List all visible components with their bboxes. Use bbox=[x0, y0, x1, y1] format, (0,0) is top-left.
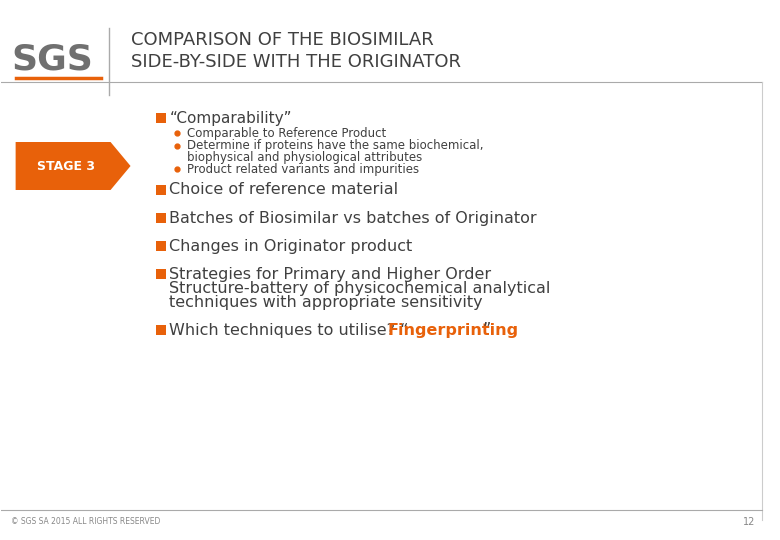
Text: STAGE 3: STAGE 3 bbox=[37, 159, 95, 172]
Text: SGS: SGS bbox=[12, 43, 94, 77]
Text: biophysical and physiological attributes: biophysical and physiological attributes bbox=[187, 151, 423, 164]
Text: Batches of Biosimilar vs batches of Originator: Batches of Biosimilar vs batches of Orig… bbox=[169, 211, 537, 226]
Bar bbox=[155, 213, 165, 223]
Bar bbox=[155, 241, 165, 251]
Text: 12: 12 bbox=[743, 517, 755, 527]
Text: techniques with appropriate sensitivity: techniques with appropriate sensitivity bbox=[169, 294, 483, 309]
Bar bbox=[155, 325, 165, 335]
Text: Product related variants and impurities: Product related variants and impurities bbox=[187, 163, 420, 176]
Text: SIDE-BY-SIDE WITH THE ORIGINATOR: SIDE-BY-SIDE WITH THE ORIGINATOR bbox=[130, 53, 460, 71]
Bar bbox=[155, 113, 165, 123]
Text: Changes in Originator product: Changes in Originator product bbox=[169, 239, 413, 253]
Polygon shape bbox=[16, 142, 130, 190]
Text: Determine if proteins have the same biochemical,: Determine if proteins have the same bioc… bbox=[187, 139, 484, 152]
Bar bbox=[155, 269, 165, 279]
Text: Choice of reference material: Choice of reference material bbox=[169, 183, 399, 198]
Text: COMPARISON OF THE BIOSIMILAR: COMPARISON OF THE BIOSIMILAR bbox=[130, 31, 433, 49]
Text: ”: ” bbox=[482, 322, 491, 338]
Text: Which techniques to utilise? “: Which techniques to utilise? “ bbox=[169, 322, 409, 338]
Text: © SGS SA 2015 ALL RIGHTS RESERVED: © SGS SA 2015 ALL RIGHTS RESERVED bbox=[11, 517, 160, 526]
Text: Comparable to Reference Product: Comparable to Reference Product bbox=[187, 126, 387, 139]
Bar bbox=[155, 185, 165, 195]
Text: Fingerprinting: Fingerprinting bbox=[388, 322, 519, 338]
Text: Strategies for Primary and Higher Order: Strategies for Primary and Higher Order bbox=[169, 267, 491, 281]
Text: Structure-battery of physicochemical analytical: Structure-battery of physicochemical ana… bbox=[169, 280, 551, 295]
Text: “Comparability”: “Comparability” bbox=[169, 111, 292, 125]
